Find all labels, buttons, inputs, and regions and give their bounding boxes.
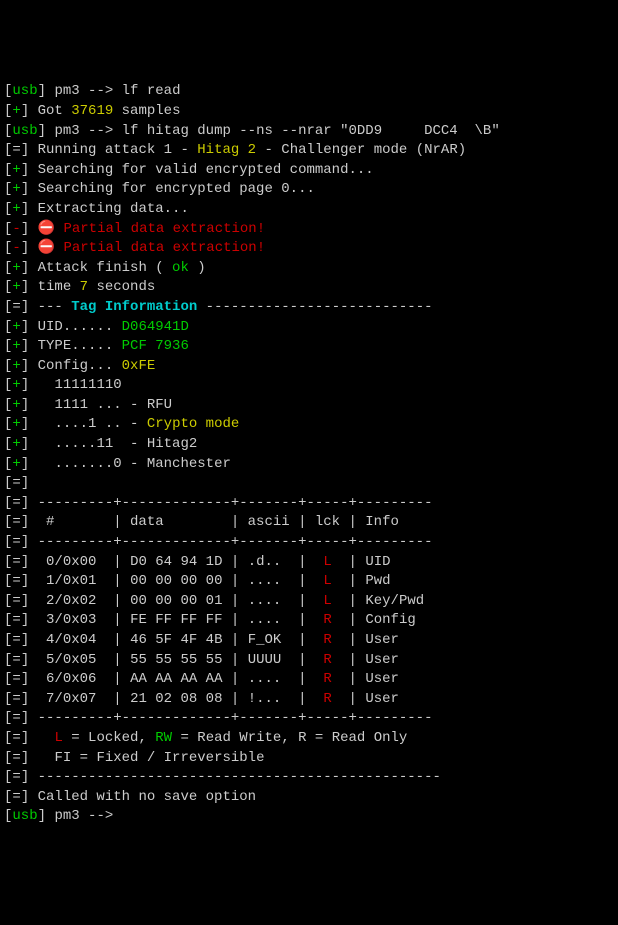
terminal-line: [usb] pm3 -->: [4, 807, 614, 827]
terminal-line: [+] .....11 - Hitag2: [4, 435, 614, 455]
terminal-line: [=]: [4, 474, 614, 494]
terminal-line: [=] 7/0x07 | 21 02 08 08 | !... | R | Us…: [4, 690, 614, 710]
terminal-line: [+] 11111110: [4, 376, 614, 396]
terminal-line: [+] time 7 seconds: [4, 278, 614, 298]
terminal-output: [usb] pm3 --> lf read[+] Got 37619 sampl…: [4, 82, 614, 827]
terminal-line: [=] Called with no save option: [4, 788, 614, 808]
terminal-line: [=] FI = Fixed / Irreversible: [4, 749, 614, 769]
terminal-line: [+] Extracting data...: [4, 200, 614, 220]
terminal-line: [=] 4/0x04 | 46 5F 4F 4B | F_OK | R | Us…: [4, 631, 614, 651]
terminal-line: [=] 2/0x02 | 00 00 00 01 | .... | L | Ke…: [4, 592, 614, 612]
terminal-line: [=] # | data | ascii | lck | Info: [4, 513, 614, 533]
terminal-line: [+] Searching for valid encrypted comman…: [4, 161, 614, 181]
terminal-line: [+] UID...... D064941D: [4, 318, 614, 338]
terminal-line: [+] Searching for encrypted page 0...: [4, 180, 614, 200]
terminal-line: [+] ....1 .. - Crypto mode: [4, 415, 614, 435]
terminal-line: [=] 3/0x03 | FE FF FF FF | .... | R | Co…: [4, 611, 614, 631]
terminal-line: [-] ⛔ Partial data extraction!: [4, 220, 614, 240]
terminal-line: [=] 5/0x05 | 55 55 55 55 | UUUU | R | Us…: [4, 651, 614, 671]
terminal-line: [=] ---------+-------------+-------+----…: [4, 533, 614, 553]
terminal-line: [=] ---------+-------------+-------+----…: [4, 494, 614, 514]
terminal-line: [=] Running attack 1 - Hitag 2 - Challen…: [4, 141, 614, 161]
terminal-line: [+] TYPE..... PCF 7936: [4, 337, 614, 357]
terminal-line: [+] 1111 ... - RFU: [4, 396, 614, 416]
terminal-line: [+] Config... 0xFE: [4, 357, 614, 377]
terminal-line: [=] 6/0x06 | AA AA AA AA | .... | R | Us…: [4, 670, 614, 690]
terminal-line: [=] --- Tag Information ----------------…: [4, 298, 614, 318]
terminal-line: [=] 1/0x01 | 00 00 00 00 | .... | L | Pw…: [4, 572, 614, 592]
terminal-line: [+] Got 37619 samples: [4, 102, 614, 122]
terminal-line: [usb] pm3 --> lf read: [4, 82, 614, 102]
terminal-line: [=] ---------+-------------+-------+----…: [4, 709, 614, 729]
terminal-line: [+] Attack finish ( ok ): [4, 259, 614, 279]
terminal-line: [=] ------------------------------------…: [4, 768, 614, 788]
terminal-line: [=] L = Locked, RW = Read Write, R = Rea…: [4, 729, 614, 749]
terminal-line: [+] .......0 - Manchester: [4, 455, 614, 475]
terminal-line: [=] 0/0x00 | D0 64 94 1D | .d.. | L | UI…: [4, 553, 614, 573]
terminal-line: [usb] pm3 --> lf hitag dump --ns --nrar …: [4, 122, 614, 142]
terminal-line: [-] ⛔ Partial data extraction!: [4, 239, 614, 259]
